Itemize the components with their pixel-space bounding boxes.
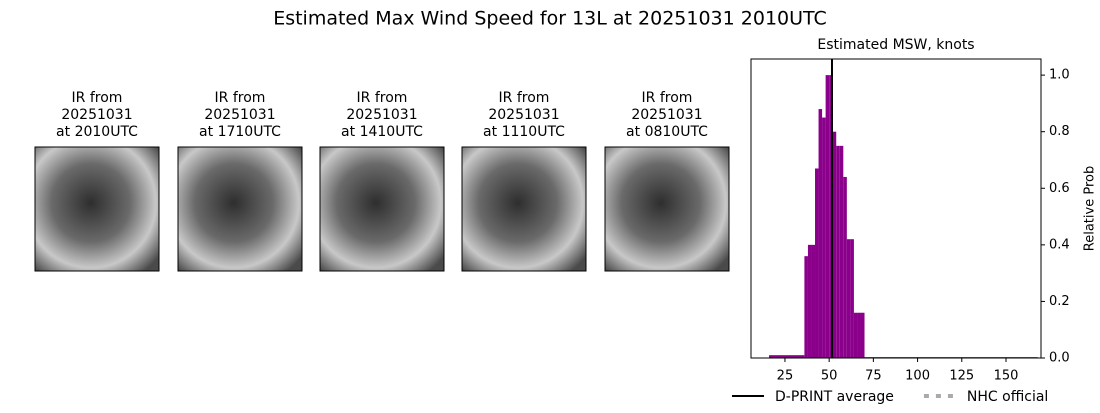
y-axis-label: Relative Prob: [1083, 166, 1098, 251]
panel-label: at 2010UTC: [56, 124, 138, 140]
x-tick-label: 150: [994, 369, 1019, 384]
histogram-bar: [836, 145, 840, 358]
y-tick-label: 1.0: [1049, 68, 1070, 83]
panel-label: 20251031: [204, 107, 275, 123]
histogram-bar: [860, 312, 865, 358]
histogram-bar: [832, 131, 837, 358]
histogram-bar: [839, 145, 844, 358]
panel-label: 20251031: [631, 107, 702, 123]
y-tick-label: 0.8: [1049, 124, 1070, 139]
panel-label: IR from: [499, 90, 550, 106]
y-tick-label: 0.6: [1049, 181, 1070, 196]
panel-label: 20251031: [346, 107, 417, 123]
figure-title: Estimated Max Wind Speed for 13L at 2025…: [273, 8, 827, 30]
histogram-bar: [815, 168, 819, 358]
panel-label: at 1110UTC: [483, 124, 565, 140]
histogram-bar: [807, 244, 812, 358]
histogram-bar: [846, 239, 851, 358]
ir-image: [34, 146, 160, 272]
legend-label: NHC official: [967, 389, 1048, 405]
panel-label: IR from: [642, 90, 693, 106]
y-tick-label: 0.2: [1049, 294, 1070, 309]
ir-image: [604, 146, 730, 272]
panel-label: 20251031: [488, 107, 559, 123]
histogram-bar: [850, 239, 854, 358]
histogram-bar: [857, 312, 861, 358]
ir-image: [461, 146, 587, 272]
x-tick-label: 25: [777, 369, 794, 384]
chart-title: Estimated MSW, knots: [817, 37, 974, 53]
y-tick-label: 0.0: [1049, 351, 1070, 366]
histogram-bar: [822, 117, 826, 358]
x-tick-label: 100: [905, 369, 930, 384]
histogram-bar: [804, 256, 808, 358]
x-tick-label: 50: [821, 369, 838, 384]
histogram-bar: [829, 75, 833, 358]
panel-label: IR from: [215, 90, 266, 106]
plot-frame: [750, 58, 1042, 359]
panel-label: 20251031: [61, 107, 132, 123]
ir-image: [319, 146, 445, 272]
panel-label: at 1710UTC: [199, 124, 281, 140]
panel-label: at 1410UTC: [341, 124, 423, 140]
y-tick-label: 0.4: [1049, 237, 1070, 252]
histogram-bar: [769, 355, 805, 358]
legend-label: D-PRINT average: [775, 389, 894, 405]
x-tick-label: 125: [949, 369, 974, 384]
ir-image: [177, 146, 303, 272]
panel-label: at 0810UTC: [626, 124, 708, 140]
histogram-bar: [825, 75, 830, 358]
histogram-bar: [843, 176, 847, 358]
panel-label: IR from: [72, 90, 123, 106]
panel-label: IR from: [357, 90, 408, 106]
histogram-bar: [811, 244, 816, 358]
histogram-bar: [853, 312, 858, 358]
x-tick-label: 75: [865, 369, 882, 384]
histogram-bar: [818, 109, 823, 358]
